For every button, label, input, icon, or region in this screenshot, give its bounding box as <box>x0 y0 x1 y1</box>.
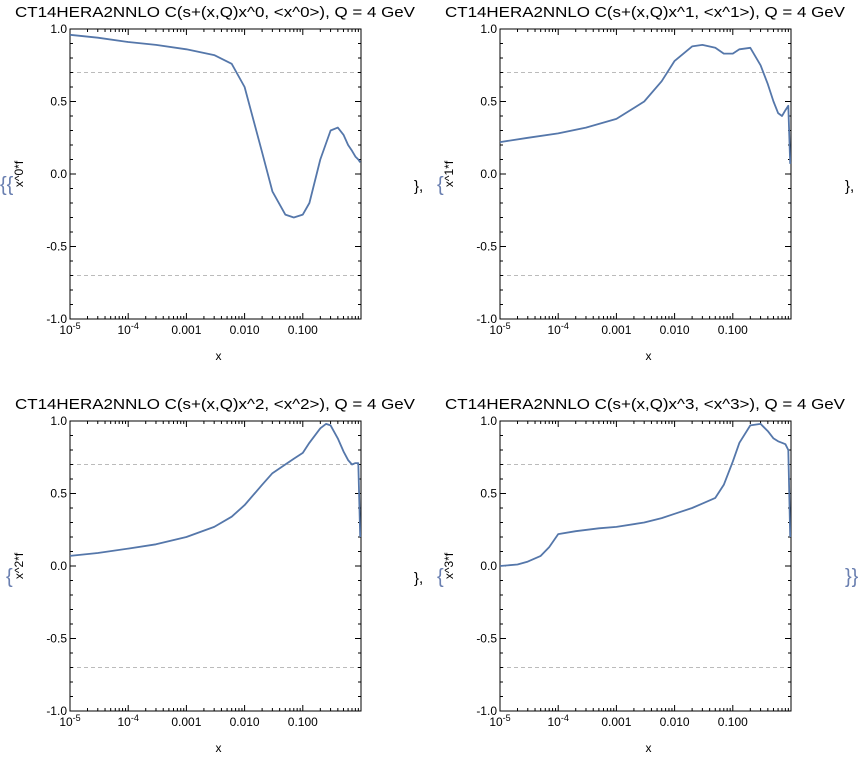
y-tick-label: -1.0 <box>476 704 497 718</box>
x-tick-label: 0.100 <box>288 323 318 337</box>
x-axis-label: x <box>646 741 652 755</box>
y-axis-label: x^1*f <box>442 160 456 187</box>
x-tick-label: 0.010 <box>230 323 260 337</box>
y-tick-label: 0.0 <box>50 559 67 573</box>
x-tick-label: 0.100 <box>718 323 748 337</box>
list-separator-2: }, <box>845 178 854 195</box>
x-tick-label: 10-4 <box>118 713 139 729</box>
y-axis-label: x^2*f <box>12 552 26 579</box>
chart-title: CT14HERA2NNLO C(s+(x,Q)x^1, <x^1>), Q = … <box>445 5 845 21</box>
x-tick-label: 0.001 <box>601 715 631 729</box>
chart-panel-2: CT14HERA2NNLO C(s+(x,Q)x^1, <x^1>), Q = … <box>442 5 845 363</box>
y-tick-label: 1.0 <box>50 414 67 428</box>
y-tick-label: 0.0 <box>480 167 497 181</box>
y-tick-label: 0.0 <box>480 559 497 573</box>
x-tick-label: 10-5 <box>59 713 80 729</box>
chart-title: CT14HERA2NNLO C(s+(x,Q)x^2, <x^2>), Q = … <box>15 397 415 413</box>
x-tick-label: 0.100 <box>288 715 318 729</box>
chart-title: CT14HERA2NNLO C(s+(x,Q)x^0, <x^0>), Q = … <box>15 5 415 21</box>
chart-panel-3: CT14HERA2NNLO C(s+(x,Q)x^2, <x^2>), Q = … <box>12 397 415 755</box>
list-brace-4: { <box>437 566 444 588</box>
x-tick-label: 0.010 <box>660 715 690 729</box>
x-tick-label: 10-5 <box>59 321 80 337</box>
y-axis-label: x^3*f <box>442 552 456 579</box>
chart-title: CT14HERA2NNLO C(s+(x,Q)x^3, <x^3>), Q = … <box>445 397 845 413</box>
x-tick-label: 0.100 <box>718 715 748 729</box>
x-tick-label: 0.001 <box>171 323 201 337</box>
x-tick-label: 10-5 <box>489 713 510 729</box>
y-tick-label: 0.5 <box>50 487 67 501</box>
y-tick-label: -0.5 <box>46 240 67 254</box>
chart-panel-4: CT14HERA2NNLO C(s+(x,Q)x^3, <x^3>), Q = … <box>442 397 845 755</box>
x-tick-label: 10-4 <box>548 713 569 729</box>
y-tick-label: 0.5 <box>480 487 497 501</box>
x-axis-label: x <box>646 349 652 363</box>
series-line <box>499 423 792 567</box>
y-axis-label: x^0*f <box>12 160 26 187</box>
y-tick-label: 1.0 <box>480 414 497 428</box>
y-tick-label: -1.0 <box>46 312 67 326</box>
x-tick-label: 0.001 <box>171 715 201 729</box>
list-separator-3: }, <box>414 570 423 587</box>
series-line <box>69 33 361 219</box>
x-tick-label: 0.010 <box>660 323 690 337</box>
y-tick-label: -0.5 <box>46 632 67 646</box>
x-tick-label: 0.001 <box>601 323 631 337</box>
x-axis-label: x <box>216 349 222 363</box>
chart-panel-1: CT14HERA2NNLO C(s+(x,Q)x^0, <x^0>), Q = … <box>12 5 415 363</box>
x-tick-label: 10-5 <box>489 321 510 337</box>
series-line <box>69 423 362 557</box>
y-tick-label: 0.5 <box>480 95 497 109</box>
y-tick-label: 0.5 <box>50 95 67 109</box>
x-axis-label: x <box>216 741 222 755</box>
list-close-brace: }} <box>845 566 859 588</box>
list-separator-1: }, <box>414 178 423 195</box>
y-tick-label: -1.0 <box>46 704 67 718</box>
y-tick-label: 1.0 <box>480 22 497 36</box>
y-tick-label: -0.5 <box>476 240 497 254</box>
y-tick-label: -1.0 <box>476 312 497 326</box>
list-brace-2: { <box>437 174 444 196</box>
y-tick-label: 1.0 <box>50 22 67 36</box>
x-tick-label: 0.010 <box>230 715 260 729</box>
y-tick-label: -0.5 <box>476 632 497 646</box>
x-tick-label: 10-4 <box>548 321 569 337</box>
series-line <box>499 44 792 164</box>
list-open-brace: {{ <box>0 174 14 196</box>
list-brace-3: { <box>6 566 13 588</box>
y-tick-label: 0.0 <box>50 167 67 181</box>
x-tick-label: 10-4 <box>118 321 139 337</box>
